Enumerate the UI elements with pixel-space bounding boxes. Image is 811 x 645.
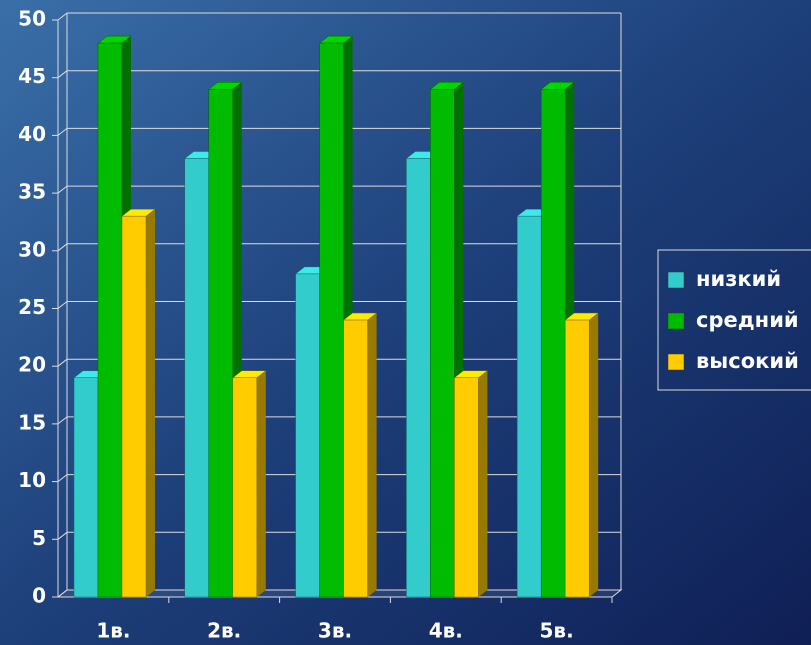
bar-front bbox=[185, 158, 209, 597]
bar-front bbox=[517, 216, 541, 597]
bar-front bbox=[565, 320, 589, 597]
legend-label: низкий bbox=[696, 267, 781, 291]
bar-front bbox=[320, 43, 344, 597]
y-tick-label: 45 bbox=[18, 64, 46, 88]
bar-front bbox=[344, 320, 368, 597]
bar-front bbox=[209, 89, 233, 597]
bar-front bbox=[74, 378, 98, 597]
bar bbox=[122, 209, 155, 597]
legend-swatch bbox=[668, 354, 684, 370]
bar bbox=[344, 313, 377, 597]
bar-front bbox=[430, 89, 454, 597]
legend-swatch bbox=[668, 272, 684, 288]
bar bbox=[454, 371, 487, 597]
y-tick-label: 15 bbox=[18, 410, 46, 434]
y-tick-label: 0 bbox=[32, 584, 46, 608]
y-tick-label: 25 bbox=[18, 295, 46, 319]
bar bbox=[565, 313, 598, 597]
bar-front bbox=[454, 378, 478, 597]
bar-side bbox=[146, 209, 155, 597]
bar-front bbox=[233, 378, 257, 597]
legend-label: высокий bbox=[696, 349, 799, 373]
x-tick-label: 1в. bbox=[96, 619, 130, 643]
bar-front bbox=[122, 216, 146, 597]
x-tick-label: 3в. bbox=[318, 619, 352, 643]
y-tick-label: 40 bbox=[18, 122, 46, 146]
x-tick-label: 2в. bbox=[207, 619, 241, 643]
x-tick-label: 5в. bbox=[540, 619, 574, 643]
bar bbox=[233, 371, 266, 597]
legend-label: средний bbox=[696, 308, 799, 332]
y-tick-label: 50 bbox=[18, 7, 46, 31]
bar-front bbox=[98, 43, 122, 597]
y-tick-label: 10 bbox=[18, 468, 46, 492]
bar-side bbox=[257, 371, 266, 597]
legend-swatch bbox=[668, 313, 684, 329]
bar-front bbox=[541, 89, 565, 597]
bar-side bbox=[478, 371, 487, 597]
x-tick-label: 4в. bbox=[429, 619, 463, 643]
bar-side bbox=[368, 313, 377, 597]
bar-side bbox=[589, 313, 598, 597]
y-tick-label: 30 bbox=[18, 237, 46, 261]
chart: 0 5 10 15 20 25 30 35 40 45 50 1в. 2в. 3в. 4в. 5в. низки… bbox=[0, 0, 811, 645]
bar-front bbox=[296, 274, 320, 597]
y-tick-label: 5 bbox=[32, 526, 46, 550]
bar-front bbox=[406, 158, 430, 597]
y-tick-label: 35 bbox=[18, 180, 46, 204]
y-tick-label: 20 bbox=[18, 353, 46, 377]
